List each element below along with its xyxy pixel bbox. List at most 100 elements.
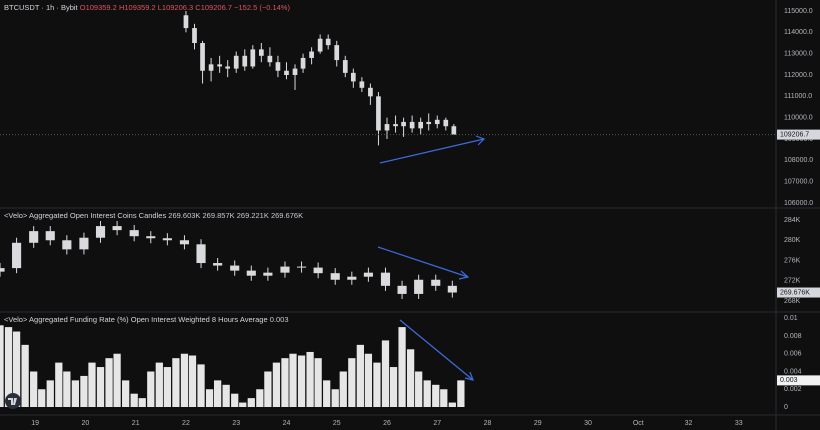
x-tick-label: 32 [685,420,693,427]
candle-body [208,64,214,71]
candle-body [393,124,398,127]
x-tick-label: 21 [132,420,140,427]
candle-body [401,121,406,127]
bar [432,384,440,408]
legend-value: H109359.2 [119,3,156,12]
legend-value: 269.676K [271,211,303,220]
arrow-head [458,270,470,280]
bar [138,398,146,408]
candle-body [347,276,357,280]
candle-body [434,119,440,125]
y-tick-label: 0.002 [784,386,802,393]
bar [423,380,431,408]
bar [356,344,364,408]
candle-body [162,238,172,241]
bar [88,362,96,408]
bar [130,393,138,408]
y-tick-label: 113000.0 [784,51,813,58]
y-tick-label: 110000.0 [784,115,813,122]
y-tick-label: 0.01 [784,315,798,322]
x-tick-label: 27 [433,420,441,427]
bar [389,367,398,408]
candle-body [409,121,415,129]
bar [348,358,356,408]
candle-body [309,51,314,58]
candle-body [292,68,298,76]
bar [457,380,465,408]
candle-body [384,124,390,131]
bar [105,358,113,408]
candle-body [183,15,189,29]
arrow-head [475,135,486,146]
bar [256,389,264,408]
legend-value: 269.221K [237,211,269,220]
candle-body [250,49,256,67]
x-tick-label: 20 [82,420,90,427]
y-tick-label: 108000.0 [784,157,813,164]
candle-body [275,62,281,71]
legend-value: L109206.3 [158,3,193,12]
y-tick-label: 0.006 [784,351,802,358]
candle-body [246,270,256,276]
candle-body [225,66,231,69]
legend-value: 0.003 [270,315,289,324]
y-tick-label: 272K [784,278,801,285]
y-tick-label: 284K [784,217,801,224]
candle-body [418,121,424,129]
y-tick-label: 280K [784,237,801,244]
bar [180,353,189,408]
y-tick-label: 268K [784,298,801,305]
y-tick-label: 106000.0 [784,200,813,207]
candle-body [45,231,55,241]
candle-body [112,226,122,231]
candle-body [397,285,407,294]
x-tick-label: 28 [484,420,492,427]
candle-body [263,272,273,276]
candle-body [447,285,457,293]
x-tick-label: 25 [333,420,341,427]
panel-header: <Velo> Aggregated Funding Rate (%) Open … [4,315,289,324]
x-tick-label: Oct [633,420,644,427]
bar [163,367,171,408]
bar [373,362,381,408]
bar [406,349,415,408]
bar [281,358,289,408]
candle-body [296,266,307,268]
candle-body [217,64,222,67]
panel [0,325,465,408]
bar [272,362,281,408]
legend-value: 269.857K [203,211,235,220]
x-tick-label: 19 [31,420,39,427]
bar [113,353,121,408]
bar [222,384,230,408]
y-tick-label: 115000.0 [784,8,813,15]
bar [323,380,331,408]
candle-body [233,55,239,69]
panel-title: <Velo> Aggregated Funding Rate (%) Open … [4,315,268,324]
candle-body [431,279,441,286]
candle-body [79,237,89,250]
y-tick-label: 0.004 [784,368,802,375]
candle-body [12,242,22,269]
y-tick-label: 114000.0 [784,29,813,36]
last-value-label: 0.003 [780,377,798,384]
candle-body [426,121,432,125]
x-tick-label: 33 [735,420,743,427]
last-value-box [777,375,820,386]
bar [289,353,297,408]
panel [183,11,457,146]
bar [21,344,29,408]
candle-body [230,265,240,271]
bar [46,380,54,408]
bar [155,362,163,408]
bar [63,371,71,408]
legend-value: 269.603K [168,211,200,220]
y-tick-label: 112000.0 [784,72,813,79]
legend-value: C109206.7 [195,3,232,12]
bar [197,364,205,408]
bar [12,331,21,408]
last-value-box [777,287,820,298]
panel-header: <Velo> Aggregated Open Interest Coins Ca… [4,211,303,220]
logo-mark [8,398,17,405]
candle-body [29,231,39,243]
